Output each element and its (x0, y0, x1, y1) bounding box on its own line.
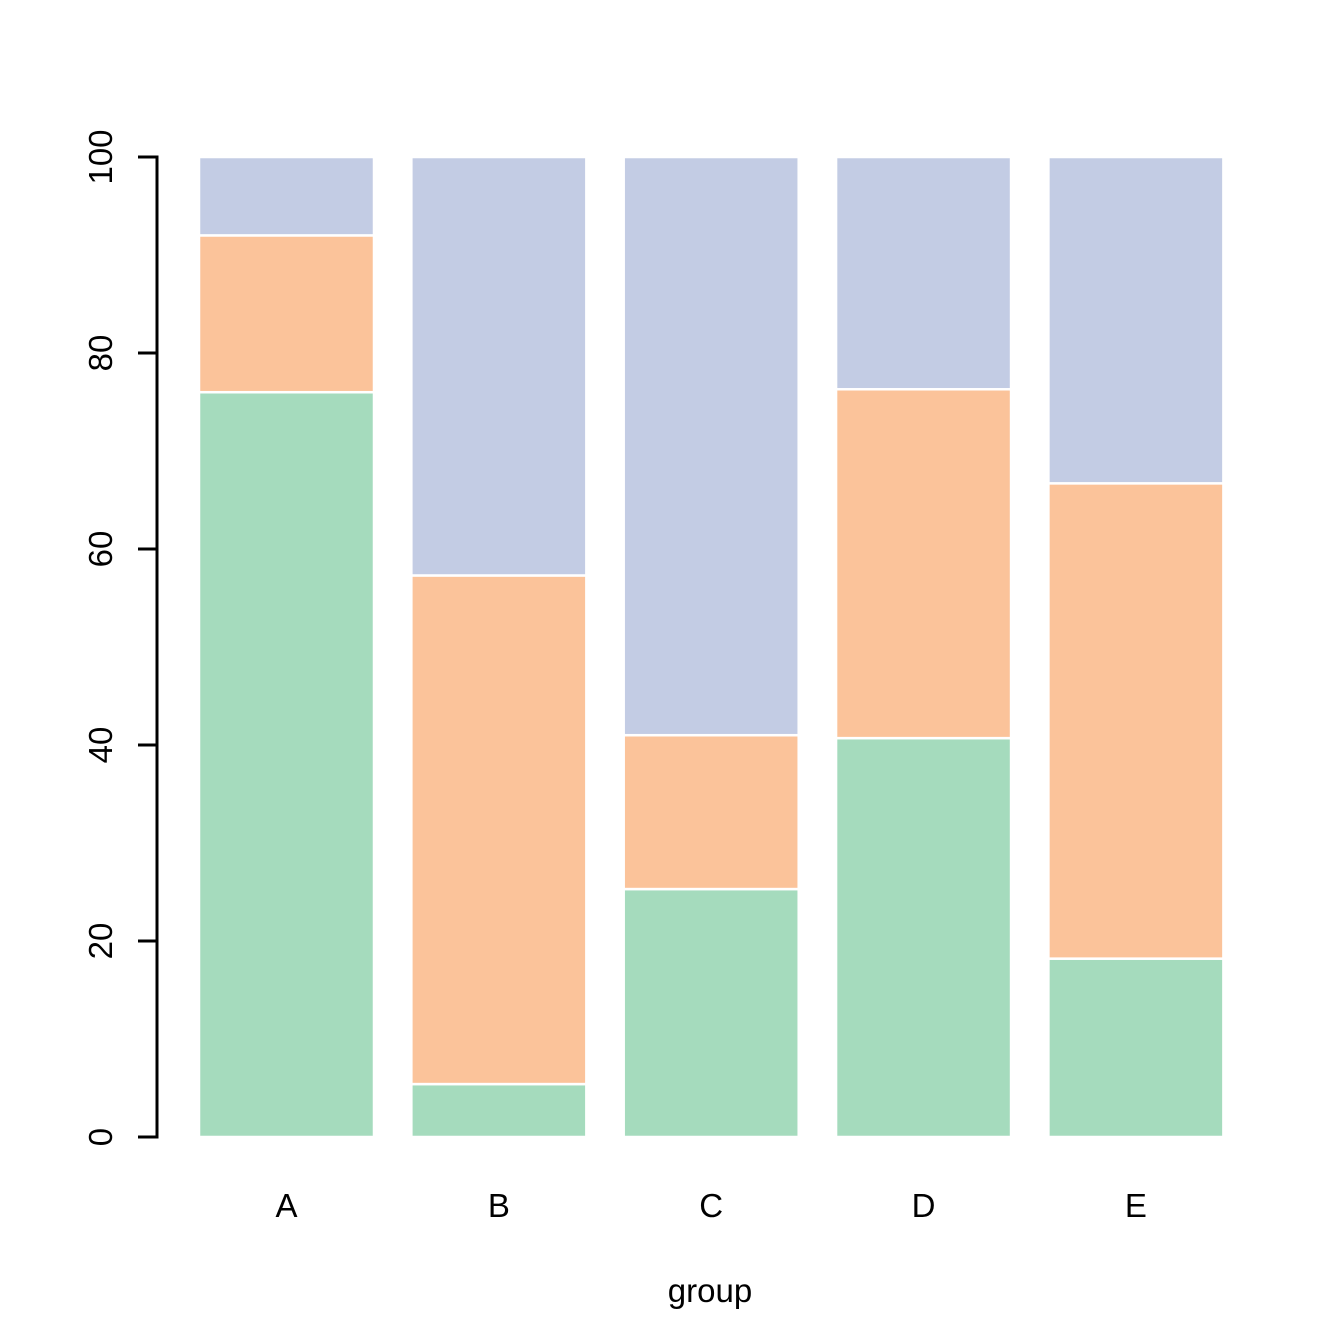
bar-D-segment-orange (834, 388, 1013, 740)
bar-B-segment-green (410, 1082, 588, 1139)
bar-E-segment-blue (1047, 155, 1225, 485)
bar-E-segment-orange (1047, 482, 1225, 960)
y-tick-label: 60 (82, 531, 119, 568)
bar-A-segment-orange (197, 234, 376, 394)
x-category-label: C (699, 1187, 723, 1224)
x-category-label: B (488, 1187, 510, 1224)
x-category-label: E (1125, 1187, 1147, 1224)
bar-D-segment-blue (834, 155, 1013, 391)
bar-C-segment-green (622, 887, 800, 1139)
y-tick-label: 40 (82, 727, 119, 764)
y-tick-label: 100 (82, 129, 119, 184)
bar-C-segment-blue (622, 155, 800, 737)
y-axis: 0 20 40 60 80 100 (82, 129, 157, 1146)
bar-A-segment-blue (197, 155, 376, 237)
bar-B-segment-orange (410, 574, 588, 1086)
x-category-label: D (912, 1187, 936, 1224)
bar-E-segment-green (1047, 957, 1225, 1139)
x-axis-category-labels: A B C D E (275, 1187, 1146, 1224)
bar-A-segment-green (197, 390, 376, 1139)
x-axis-title: group (668, 1272, 752, 1309)
y-tick-label: 20 (82, 923, 119, 960)
bar-B-segment-blue (410, 155, 588, 577)
x-category-label: A (275, 1187, 297, 1224)
bar-D-segment-green (834, 736, 1013, 1139)
y-tick-label: 80 (82, 335, 119, 372)
y-tick-label: 0 (82, 1128, 119, 1146)
bar-C-segment-orange (622, 733, 800, 891)
bars-group (197, 155, 1225, 1139)
